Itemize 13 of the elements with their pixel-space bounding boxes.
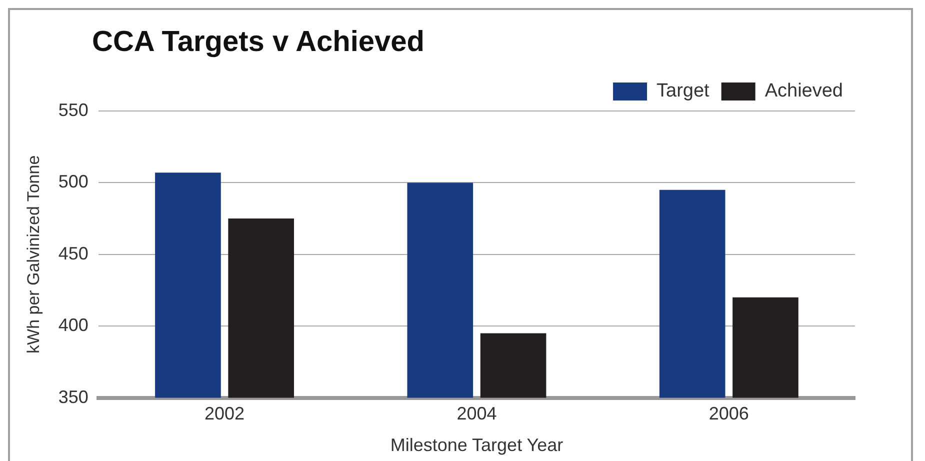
y-tick-label: 500 (58, 172, 88, 192)
y-tick-label: 450 (58, 243, 88, 264)
legend-label: Target (656, 80, 710, 102)
y-axis-title: kWh per Galvinized Tonne (24, 155, 43, 354)
y-tick-label: 400 (58, 315, 88, 336)
x-axis-title: Milestone Target Year (390, 435, 564, 456)
chart-title: CCA Targets v Achieved (92, 26, 425, 59)
x-tick-label: 2004 (456, 404, 497, 424)
y-tick-label: 550 (58, 100, 88, 120)
x-tick-label: 2006 (708, 404, 749, 424)
legend-label: Achieved (764, 80, 844, 102)
x-tick-label: 2002 (204, 404, 245, 424)
y-tick-label: 350 (58, 386, 88, 407)
